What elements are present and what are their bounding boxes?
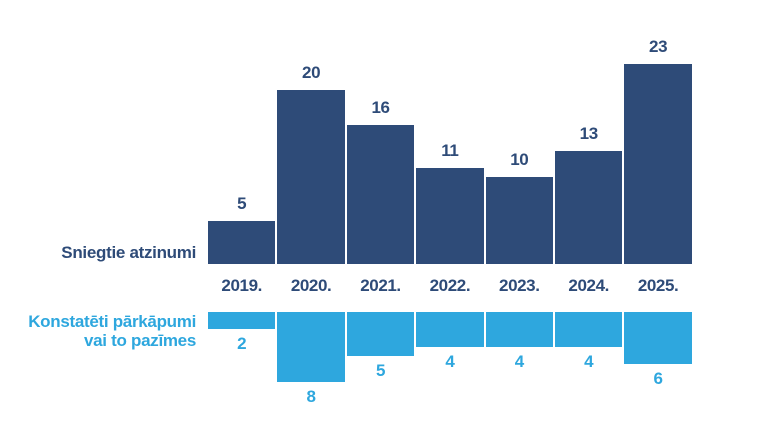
bottom-bar-2022 [416,312,484,347]
bottom-bar-2024 [555,312,623,347]
bottom-bar-value: 2 [237,334,247,354]
bottom-bar-value: 4 [514,351,524,371]
bottom-bar-value: 5 [375,360,386,380]
year-label: 2023. [499,276,540,295]
bottom-bar-2020 [277,312,345,382]
year-label: 2025. [637,276,679,295]
top-bar-value: 11 [441,141,459,161]
bottom-bar-value: 4 [445,351,455,371]
top-bar-2022 [416,168,484,264]
top-bar-value: 23 [649,36,668,56]
series-label-konstateti-parkapumi: Konstatēti pārkāpumi vai to pazīmes [0,312,196,350]
bottom-bar-value: 4 [584,351,594,371]
year-label: 2020. [290,276,332,295]
bottom-bar-2019 [208,312,276,330]
bottom-bar-value: 6 [653,369,663,389]
top-bar-2021 [346,124,415,264]
top-bar-2023 [485,177,553,264]
year-label: 2024. [568,276,609,295]
top-bar-value: 10 [510,150,529,169]
bottom-bar-2023 [485,312,553,347]
year-label: 2021. [360,276,401,295]
top-bar-value: 13 [579,123,599,143]
bottom-bar-2025 [624,312,692,365]
series-label-line-1: Konstatēti pārkāpumi [28,312,196,331]
top-bar-2025 [624,63,692,264]
year-label: 2019. [221,276,262,295]
top-bar-2019 [208,220,276,264]
series-label-sniegtie-atzinumi: Sniegtie atzinumi [61,243,196,262]
top-bar-2024 [555,150,623,264]
top-bar-value: 20 [302,63,321,82]
bottom-bar-2021 [346,312,415,356]
top-bar-2020 [277,90,345,264]
year-label: 2022. [429,276,471,295]
series-label-line-2: vai to pazīmes [83,331,196,350]
top-bar-value: 16 [371,97,390,117]
bottom-bar-value: 8 [306,386,316,406]
top-bar-value: 5 [237,193,247,213]
